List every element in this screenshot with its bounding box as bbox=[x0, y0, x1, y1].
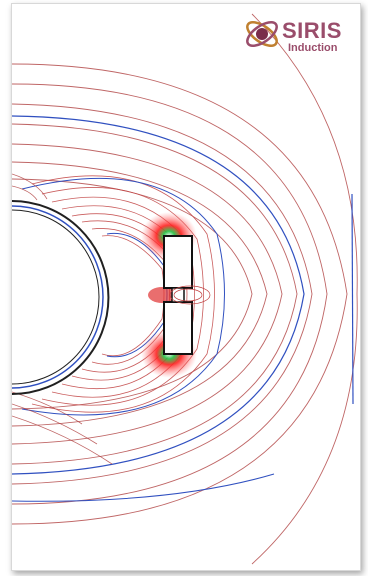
bottom-blue-line bbox=[12, 473, 275, 502]
workpiece-shell bbox=[12, 209, 100, 385]
right-blue-boundary bbox=[351, 193, 354, 405]
workpiece-outer bbox=[12, 200, 110, 395]
logo-subtitle: Induction bbox=[288, 42, 338, 54]
siris-logo: SIRIS Induction bbox=[240, 12, 350, 58]
simulation-frame: SIRIS Induction bbox=[11, 3, 361, 571]
siris-logo-icon bbox=[246, 21, 278, 47]
field-line-plot bbox=[12, 13, 358, 565]
logo-title: SIRIS bbox=[282, 18, 342, 43]
workpiece-inner bbox=[12, 205, 104, 389]
coil-gap-lines bbox=[169, 285, 211, 305]
left-field-lines bbox=[12, 173, 113, 465]
hot-spot-mid bbox=[148, 287, 176, 303]
outer-blue-line bbox=[12, 115, 305, 475]
coil-conductor-bottom bbox=[163, 301, 193, 355]
inner-field-lines bbox=[31, 175, 215, 413]
coil-conductor-top bbox=[163, 235, 193, 289]
